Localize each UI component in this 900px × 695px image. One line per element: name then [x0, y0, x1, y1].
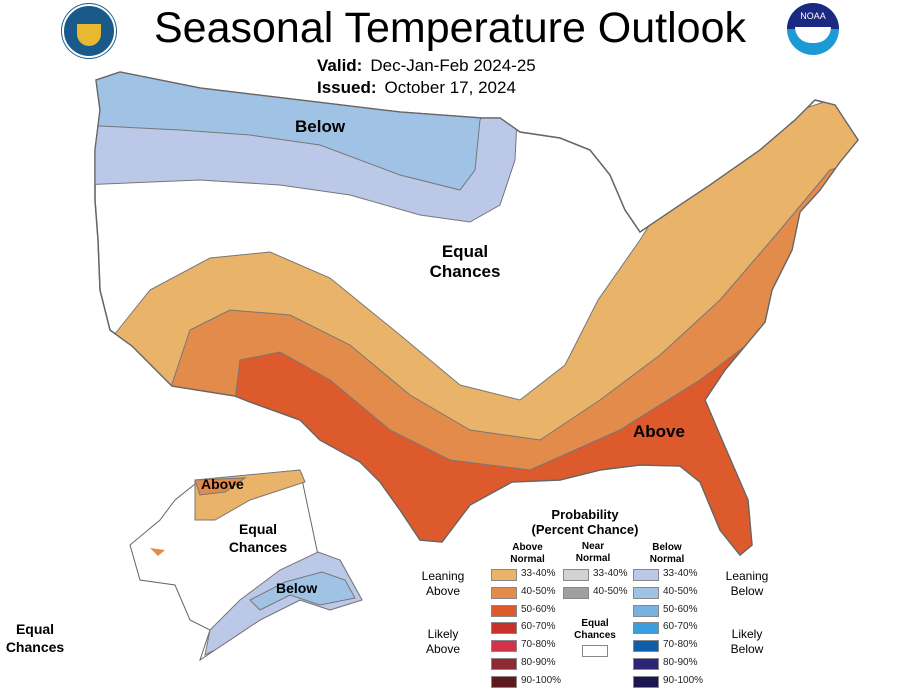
issued-line: Issued: October 17, 2024: [317, 78, 516, 98]
label-conus-below: Below: [295, 117, 346, 136]
label-ak-equal: Equal Chances: [228, 521, 288, 555]
legend-range-above-2: 50-60%: [521, 603, 556, 615]
swatch-below-5: [633, 658, 659, 670]
valid-value: Dec-Jan-Feb 2024-25: [370, 56, 536, 75]
swatch-above-4: [491, 640, 517, 653]
valid-line: Valid: Dec-Jan-Feb 2024-25: [317, 56, 536, 76]
legend-range-above-5: 80-90%: [521, 657, 556, 668]
legend-likely-above: Likely Above: [425, 627, 461, 656]
valid-label: Valid:: [317, 56, 363, 75]
legend-range-below-4: 70-80%: [663, 639, 698, 651]
swatch-below-3: [633, 622, 659, 635]
page-title: Seasonal Temperature Outlook: [153, 4, 746, 52]
swatch-below-2: [633, 604, 659, 617]
label-ak-below: Below: [276, 580, 318, 596]
legend-range-near-1: 40-50%: [593, 585, 628, 597]
issued-label: Issued:: [317, 78, 377, 97]
noaa-logo-text: NOAA: [800, 11, 826, 21]
alaska: [129, 469, 363, 662]
commerce-seal-logo: [62, 4, 116, 58]
legend-equal-chances: Equal Chances: [574, 618, 616, 641]
label-conus-equal: Equal Chances: [429, 242, 501, 281]
legend-leaning-below: Leaning Below: [725, 569, 769, 598]
legend-range-above-3: 60-70%: [521, 621, 556, 633]
legend-range-above-1: 40-50%: [521, 585, 556, 597]
legend-col-near: Near Normal: [575, 541, 611, 564]
legend-range-below-0: 33-40%: [663, 568, 698, 579]
swatch-near-0: [563, 569, 589, 581]
swatch-above-1: [491, 586, 517, 599]
above-40-50-region: [149, 149, 858, 555]
legend-col-above: Above Normal: [510, 542, 545, 565]
swatch-below-0: [633, 569, 659, 581]
swatch-below-1: [633, 586, 659, 599]
swatch-above-6: [491, 675, 517, 688]
swatch-below-6: [633, 675, 659, 688]
label-conus-above: Above: [633, 422, 685, 441]
legend-subtitle: (Percent Chance): [531, 522, 639, 537]
legend-col-below: Below Normal: [649, 542, 685, 565]
legend-range-below-6: 90-100%: [663, 674, 704, 686]
swatch-near-1: [563, 586, 589, 599]
swatch-equal-chances: [582, 645, 608, 657]
legend-likely-below: Likely Below: [730, 627, 764, 656]
swatch-below-4: [633, 640, 659, 653]
swatch-above-0: [491, 569, 517, 581]
label-ak-above: Above: [201, 476, 244, 492]
issued-value: October 17, 2024: [384, 78, 516, 97]
swatch-above-2: [491, 604, 517, 617]
legend-range-above-0: 33-40%: [521, 568, 556, 579]
legend-range-below-2: 50-60%: [663, 603, 698, 615]
legend-range-below-1: 40-50%: [663, 585, 698, 597]
swatch-above-5: [491, 658, 517, 670]
label-hi-equal: Equal Chances: [5, 621, 65, 655]
swatch-above-3: [491, 622, 517, 635]
legend-range-below-5: 80-90%: [663, 657, 698, 668]
legend-title: Probability: [551, 507, 619, 522]
legend-range-above-4: 70-80%: [521, 639, 556, 651]
legend-range-below-3: 60-70%: [663, 621, 698, 633]
legend-range-above-6: 90-100%: [521, 674, 562, 686]
noaa-logo: NOAA: [787, 3, 839, 55]
legend-leaning-above: Leaning Above: [421, 569, 465, 598]
legend-range-near-0: 33-40%: [593, 568, 628, 579]
